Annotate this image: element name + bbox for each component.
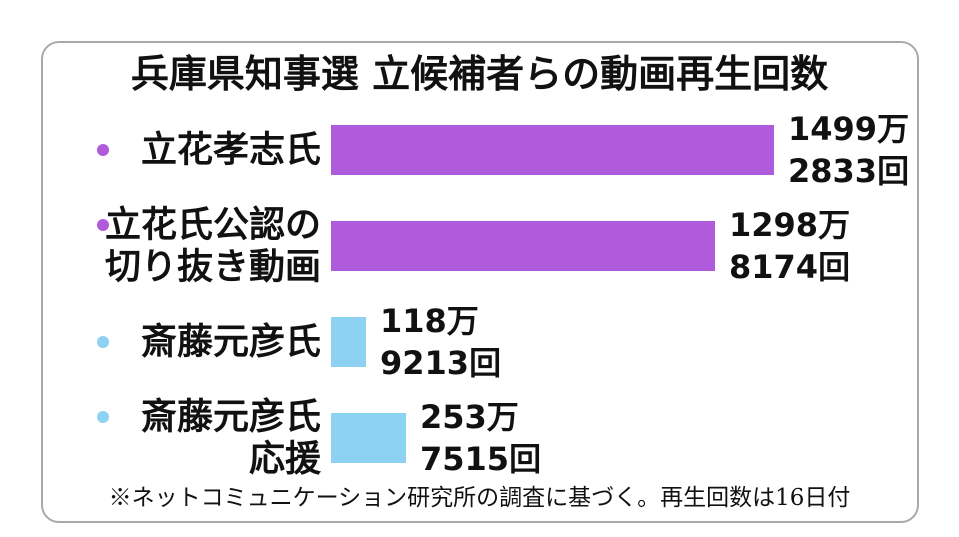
value-label: 2833回 [788, 152, 909, 190]
category-label: 応援 [249, 439, 322, 480]
category-label: 斎藤元彦氏 [141, 322, 321, 363]
value-label: 7515回 [420, 440, 541, 478]
bullet-dot-icon [97, 144, 109, 156]
bullet-dot-icon [97, 336, 109, 348]
value-label: 8174回 [729, 248, 850, 286]
value-label: 9213回 [380, 344, 501, 382]
bullet-dot-icon [97, 219, 109, 231]
category-label: 切り抜き動画 [105, 247, 321, 288]
category-label: 立花氏公認の [105, 205, 321, 246]
bar-3 [331, 413, 406, 463]
category-label: 立花孝志氏 [141, 130, 321, 171]
bar-1 [331, 221, 715, 271]
bar-0 [331, 125, 774, 175]
source-note: ※ネットコミュニケーション研究所の調査に基づく。再生回数は16日付 [108, 485, 851, 511]
value-label: 253万 [420, 398, 519, 436]
bar-2 [331, 317, 366, 367]
value-label: 1298万 [729, 206, 850, 244]
category-label: 斎藤元彦氏 [141, 397, 321, 438]
value-label: 118万 [380, 302, 479, 340]
chart-title: 兵庫県知事選 立候補者らの動画再生回数 [130, 52, 829, 96]
value-label: 1499万 [788, 110, 909, 148]
chart-frame [41, 41, 919, 523]
bullet-dot-icon [97, 411, 109, 423]
